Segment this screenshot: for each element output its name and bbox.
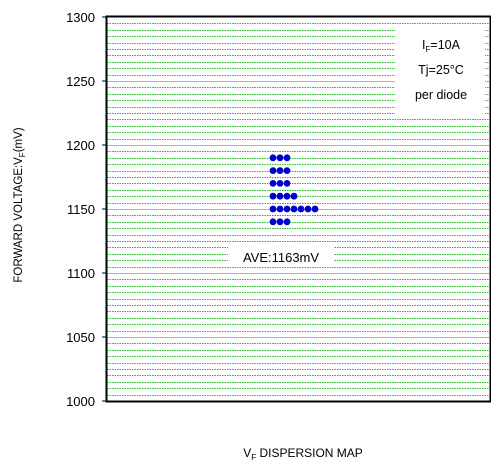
data-point xyxy=(283,192,291,200)
average-label: AVE:1163mV xyxy=(243,250,319,265)
data-point xyxy=(290,205,298,213)
y-tick-label: 1250 xyxy=(66,74,95,89)
data-point xyxy=(290,192,298,200)
x-axis-label: VF DISPERSION MAP xyxy=(243,446,363,462)
data-point xyxy=(283,154,291,162)
y-axis-label-pre: FORWARD VOLTAGE:V xyxy=(13,157,25,283)
data-point xyxy=(304,205,312,213)
grid-layer xyxy=(107,23,490,396)
y-axis-label-sub: F xyxy=(18,152,27,157)
average-label-box xyxy=(228,245,334,267)
data-point xyxy=(269,218,277,226)
y-tick-label: 1300 xyxy=(66,10,95,25)
condition-label: per diode xyxy=(415,88,467,102)
data-point xyxy=(283,167,291,175)
data-point xyxy=(276,180,284,187)
condition-label: IF=10A xyxy=(422,38,461,54)
data-point xyxy=(269,167,277,175)
data-points xyxy=(269,154,319,226)
y-axis-label-post: (mV) xyxy=(13,127,25,152)
data-point xyxy=(297,205,305,213)
data-point xyxy=(283,180,291,187)
data-point xyxy=(311,205,319,213)
data-point xyxy=(269,192,277,200)
data-point xyxy=(276,167,284,175)
conditions: IF=10A Tj=25°C per diode xyxy=(415,38,467,102)
x-axis-label-main: V xyxy=(243,446,251,460)
data-point xyxy=(276,205,284,213)
data-point xyxy=(283,205,291,213)
data-point xyxy=(283,218,291,226)
y-tick-label: 1050 xyxy=(66,330,95,345)
data-point xyxy=(269,205,277,213)
y-tick-label: 1100 xyxy=(67,266,95,281)
data-point xyxy=(269,154,277,162)
x-axis-label-sub: F xyxy=(251,453,256,462)
y-axis-label: FORWARD VOLTAGE:VF(mV) xyxy=(13,127,27,282)
y-tick-label: 1200 xyxy=(66,138,95,153)
condition-label: Tj=25°C xyxy=(418,63,464,77)
conditions-box xyxy=(395,28,485,118)
data-point xyxy=(276,154,284,162)
y-tick-labels: 1000 1050 1100 1150 1200 1250 1300 xyxy=(66,10,107,409)
data-point xyxy=(269,180,277,187)
y-tick-label: 1000 xyxy=(66,394,95,409)
y-tick-label: 1150 xyxy=(67,202,95,217)
data-point xyxy=(276,192,284,200)
x-axis-label-rest: DISPERSION MAP xyxy=(256,446,363,460)
data-point xyxy=(276,218,284,226)
